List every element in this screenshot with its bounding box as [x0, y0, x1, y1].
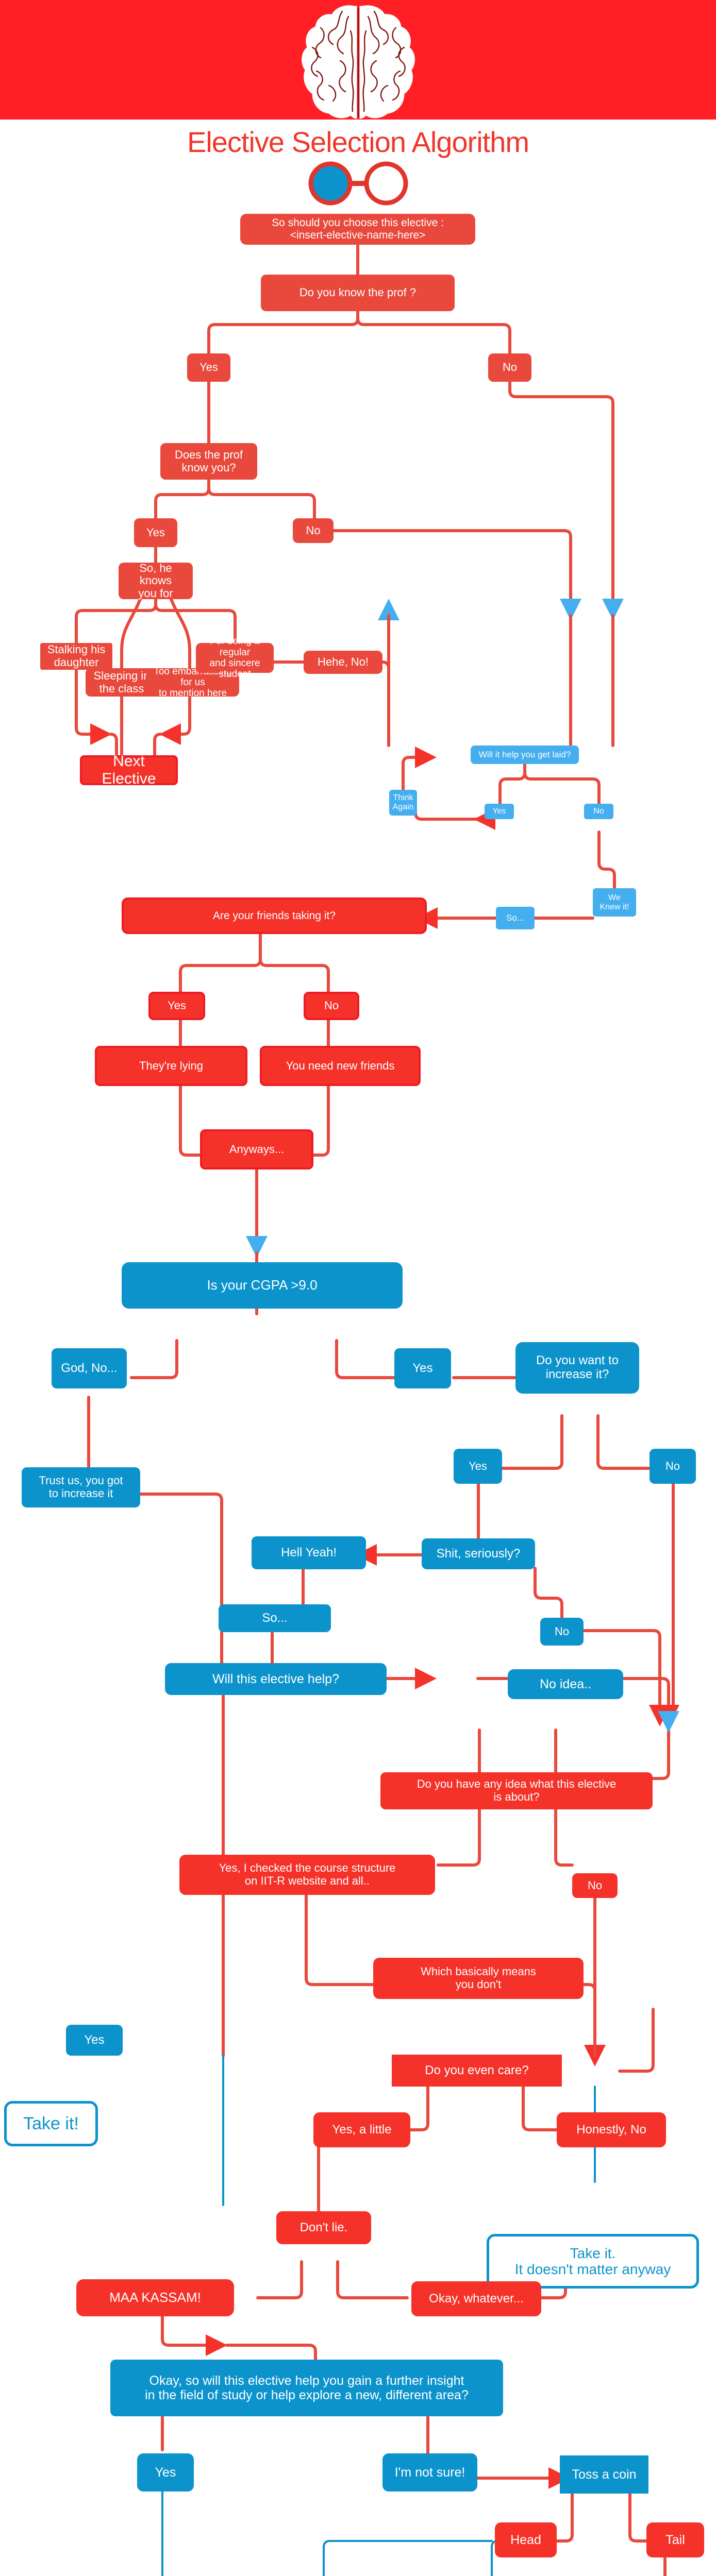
- node-friends-no[interactable]: No: [304, 992, 359, 1020]
- node-insight-yes[interactable]: Yes: [137, 2453, 194, 2492]
- node-prof-know-you[interactable]: Does the prof know you?: [160, 443, 257, 480]
- node-start[interactable]: So should you choose this elective : <in…: [240, 214, 475, 245]
- node-need-new-friends[interactable]: You need new friends: [260, 1046, 421, 1086]
- node-will-elective-help[interactable]: Will this elective help?: [165, 1663, 387, 1695]
- node-do-you-even-care[interactable]: Do you even care?: [392, 2055, 562, 2087]
- node-know-prof-yes[interactable]: Yes: [187, 353, 230, 382]
- node-not-sure[interactable]: I'm not sure!: [382, 2453, 477, 2492]
- node-we-knew-it[interactable]: We Knew it!: [593, 888, 636, 917]
- node-know-prof-no[interactable]: No: [488, 353, 531, 382]
- node-trust-us[interactable]: Trust us, you got to increase it: [22, 1467, 140, 1507]
- node-any-idea-about[interactable]: Do you have any idea what this elective …: [380, 1772, 653, 1809]
- node-basically-means[interactable]: Which basically means you don't: [373, 1958, 584, 1999]
- node-anyways[interactable]: Anyways...: [200, 1129, 313, 1170]
- node-stalking-his-daughter[interactable]: Stalking his daughter: [40, 643, 112, 670]
- node-so-2[interactable]: So...: [219, 1604, 331, 1632]
- node-he-knows-you-for[interactable]: So, he knows you for: [119, 562, 193, 600]
- node-tail[interactable]: Tail: [646, 2522, 704, 2557]
- node-idea-no[interactable]: No: [572, 1873, 618, 1898]
- node-honestly-no[interactable]: Honestly, No: [557, 2112, 666, 2147]
- node-next-elective-1[interactable]: Next Elective: [80, 753, 178, 787]
- node-no-idea[interactable]: No idea..: [508, 1669, 623, 1699]
- node-prof-know-you-no[interactable]: No: [293, 518, 334, 543]
- node-theyre-lying[interactable]: They're lying: [95, 1046, 247, 1086]
- node-regular-student[interactable]: For being a regular and sincere student: [196, 636, 274, 680]
- node-toss-a-coin[interactable]: Toss a coin: [560, 2455, 648, 2494]
- node-laid-yes[interactable]: Yes: [485, 804, 514, 819]
- node-take-it-doesnt-matter[interactable]: Take it. It doesn't matter anyway: [487, 2234, 699, 2289]
- node-cgpa[interactable]: Is your CGPA >9.0: [122, 1262, 403, 1309]
- node-know-prof[interactable]: Do you know the prof ?: [261, 275, 455, 311]
- brain-icon: [301, 5, 415, 119]
- node-prof-know-you-yes[interactable]: Yes: [134, 518, 177, 547]
- node-dont-lie[interactable]: Don't lie.: [276, 2211, 371, 2244]
- node-help-yes[interactable]: Yes: [66, 2025, 123, 2056]
- node-god-no[interactable]: God, No...: [52, 1348, 127, 1388]
- node-think-again[interactable]: Think Again: [389, 790, 417, 816]
- node-shit-seriously[interactable]: Shit, seriously?: [422, 1538, 535, 1569]
- node-yes-checked[interactable]: Yes, I checked the course structure on I…: [179, 1855, 435, 1895]
- node-want-increase[interactable]: Do you want to increase it?: [515, 1342, 639, 1394]
- node-shit-no[interactable]: No: [540, 1618, 584, 1646]
- glasses-icon: [308, 161, 408, 206]
- node-increase-yes[interactable]: Yes: [454, 1449, 502, 1484]
- node-head[interactable]: Head: [495, 2522, 557, 2557]
- node-increase-no[interactable]: No: [650, 1449, 696, 1484]
- node-hell-yeah[interactable]: Hell Yeah!: [252, 1536, 366, 1569]
- node-will-it-help-you-get-laid[interactable]: Will it help you get laid?: [471, 745, 579, 764]
- node-okay-whatever[interactable]: Okay, whatever...: [411, 2281, 541, 2316]
- node-laid-no[interactable]: No: [584, 804, 613, 819]
- node-further-insight[interactable]: Okay, so will this elective help you gai…: [110, 2360, 503, 2416]
- header-banner: [0, 0, 716, 120]
- node-take-it-1[interactable]: Take it!: [4, 2101, 98, 2146]
- node-friends-taking-it[interactable]: Are your friends taking it?: [122, 897, 427, 934]
- node-hehe-no[interactable]: Hehe, No!: [304, 651, 382, 674]
- node-cgpa-yes[interactable]: Yes: [394, 1348, 451, 1388]
- node-so-1[interactable]: So...: [496, 907, 535, 929]
- node-friends-yes[interactable]: Yes: [148, 992, 205, 1020]
- node-maa-kassam[interactable]: MAA KASSAM!: [76, 2279, 234, 2316]
- page-title: Elective Selection Algorithm: [187, 126, 529, 158]
- node-yes-a-little[interactable]: Yes, a little: [313, 2112, 410, 2147]
